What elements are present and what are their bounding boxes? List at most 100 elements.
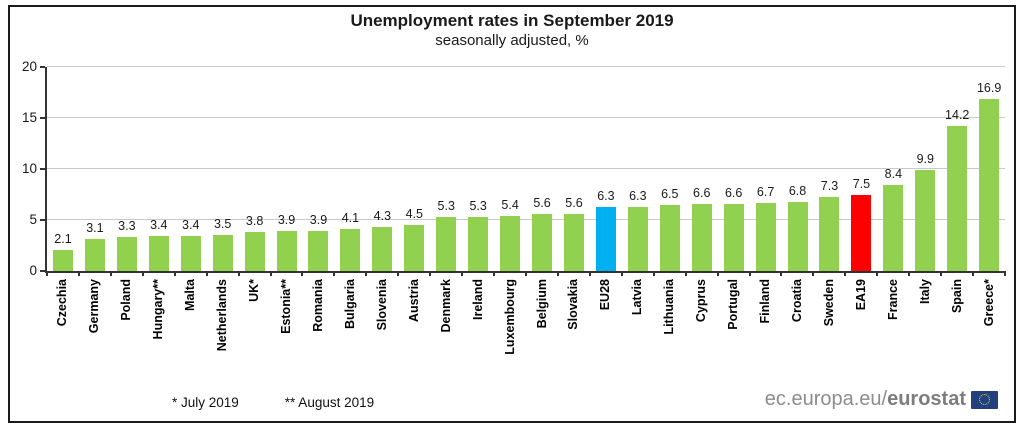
x-tick-label: Ireland bbox=[470, 279, 485, 320]
bar-slot-greece: 16.9 bbox=[973, 67, 1005, 271]
bar-value-label: 3.9 bbox=[309, 213, 328, 228]
x-axis-tick bbox=[684, 271, 687, 276]
bar-series: 2.1 3.1 3.3 3.4 3.4 3.5 3.8 3.9 3.9 4.1 4.3 4.5 5.3 5… bbox=[47, 67, 1005, 271]
bar-slot-uk: 3.8 bbox=[239, 67, 271, 271]
branding-url: ec.europa.eu/eurostat bbox=[765, 388, 966, 411]
bar bbox=[659, 204, 680, 271]
x-label-slot: France bbox=[877, 279, 909, 389]
y-tick-label: 20 bbox=[21, 59, 37, 74]
bar bbox=[947, 126, 968, 271]
gridline bbox=[47, 117, 1005, 118]
bar-slot-cyprus: 6.6 bbox=[686, 67, 718, 271]
bar-slot-slovakia: 5.6 bbox=[558, 67, 590, 271]
x-label-slot: EA19 bbox=[845, 279, 877, 389]
x-label-slot: Poland bbox=[111, 279, 143, 389]
y-axis bbox=[45, 67, 47, 271]
x-tick-label: Cyprus bbox=[694, 279, 709, 323]
bar-value-label: 5.3 bbox=[437, 198, 455, 213]
chart-subtitle: seasonally adjusted, % bbox=[435, 32, 589, 49]
bar bbox=[84, 239, 105, 271]
bar-value-label: 3.4 bbox=[182, 218, 200, 233]
x-label-slot: Estonia** bbox=[271, 279, 303, 389]
bar bbox=[787, 201, 808, 271]
bar-value-label: 3.8 bbox=[245, 214, 264, 229]
x-axis-tick bbox=[556, 271, 559, 276]
y-axis-tick bbox=[40, 117, 45, 119]
bar-value-label: 6.6 bbox=[724, 185, 743, 200]
x-tick-label: Hungary** bbox=[151, 279, 166, 340]
bar-value-label: 3.4 bbox=[150, 218, 168, 233]
bar-value-label: 5.6 bbox=[565, 195, 583, 210]
x-axis-tick bbox=[493, 271, 496, 276]
x-label-slot: Czechia bbox=[47, 279, 79, 389]
bar-value-label: 3.1 bbox=[86, 221, 104, 236]
bar-slot-lithuania: 6.5 bbox=[654, 67, 686, 271]
x-label-slot: Netherlands bbox=[207, 279, 239, 389]
bar-slot-denmark: 5.3 bbox=[430, 67, 462, 271]
bar-slot-romania: 3.9 bbox=[303, 67, 335, 271]
bar-value-label: 14.2 bbox=[945, 108, 970, 123]
bar-slot-belgium: 5.6 bbox=[526, 67, 558, 271]
x-tick-label: Denmark bbox=[438, 279, 453, 333]
bar-slot-croatia: 6.8 bbox=[782, 67, 814, 271]
bar-value-label: 3.3 bbox=[118, 219, 136, 234]
bar-value-label: 5.3 bbox=[469, 198, 487, 213]
branding: ec.europa.eu/eurostat bbox=[765, 388, 998, 411]
x-tick-label: Spain bbox=[949, 279, 964, 314]
x-axis-tick bbox=[301, 271, 304, 276]
bar bbox=[212, 235, 233, 271]
bar-slot-italy: 9.9 bbox=[909, 67, 941, 271]
bar-slot-netherlands: 3.5 bbox=[207, 67, 239, 271]
footnote-july: * July 2019 bbox=[172, 395, 239, 410]
x-tick-label: Germany bbox=[87, 279, 102, 334]
x-axis-tick bbox=[77, 271, 80, 276]
eu-flag-icon bbox=[971, 390, 998, 409]
bar bbox=[180, 236, 201, 271]
bar bbox=[244, 232, 265, 271]
bar bbox=[340, 229, 361, 271]
bar-value-label: 8.4 bbox=[884, 167, 903, 182]
bar-slot-malta: 3.4 bbox=[175, 67, 207, 271]
bar-slot-czechia: 2.1 bbox=[47, 67, 79, 271]
x-tick-label: Netherlands bbox=[215, 279, 230, 352]
x-axis-labels: Czechia Germany Poland Hungary** Malta Nether… bbox=[47, 279, 1005, 389]
x-tick-label: Italy bbox=[917, 279, 932, 305]
bar-slot-finland: 6.7 bbox=[750, 67, 782, 271]
bar-value-label: 3.9 bbox=[277, 213, 296, 228]
x-label-slot: Bulgaria bbox=[334, 279, 366, 389]
bar-value-label: 6.6 bbox=[693, 185, 711, 200]
bar-slot-eu28: 6.3 bbox=[590, 67, 622, 271]
bar-value-label: 9.9 bbox=[916, 152, 934, 167]
y-axis-tick bbox=[40, 270, 45, 272]
bar bbox=[372, 227, 393, 271]
x-label-slot: Luxembourg bbox=[494, 279, 526, 389]
bar-value-label: 2.1 bbox=[54, 231, 72, 246]
x-label-slot: Croatia bbox=[782, 279, 814, 389]
bar-value-label: 4.3 bbox=[373, 209, 392, 224]
bar-slot-slovenia: 4.3 bbox=[366, 67, 398, 271]
x-tick-label: Luxembourg bbox=[502, 279, 517, 355]
x-axis-tick bbox=[333, 271, 336, 276]
y-axis-tick bbox=[40, 66, 45, 68]
x-axis-tick bbox=[652, 271, 655, 276]
bar bbox=[819, 196, 840, 271]
bar-slot-latvia: 6.3 bbox=[622, 67, 654, 271]
x-label-slot: Slovenia bbox=[366, 279, 398, 389]
bar-value-label: 7.5 bbox=[852, 176, 871, 191]
bar-value-label: 7.3 bbox=[820, 178, 839, 193]
x-tick-label: Greece* bbox=[981, 279, 996, 327]
x-label-slot: Malta bbox=[175, 279, 207, 389]
x-axis-tick bbox=[844, 271, 847, 276]
bar-slot-austria: 4.5 bbox=[398, 67, 430, 271]
x-label-slot: UK* bbox=[239, 279, 271, 389]
x-axis-tick bbox=[205, 271, 208, 276]
bar bbox=[436, 216, 457, 271]
x-tick-label: Bulgaria bbox=[342, 279, 357, 330]
footnotes: * July 2019 ** August 2019 bbox=[172, 395, 374, 410]
x-label-slot: Hungary** bbox=[143, 279, 175, 389]
bar bbox=[276, 231, 297, 271]
bar-slot-luxembourg: 5.4 bbox=[494, 67, 526, 271]
x-label-slot: Austria bbox=[398, 279, 430, 389]
eu-stars-circle bbox=[979, 394, 990, 405]
x-axis-tick bbox=[876, 271, 879, 276]
